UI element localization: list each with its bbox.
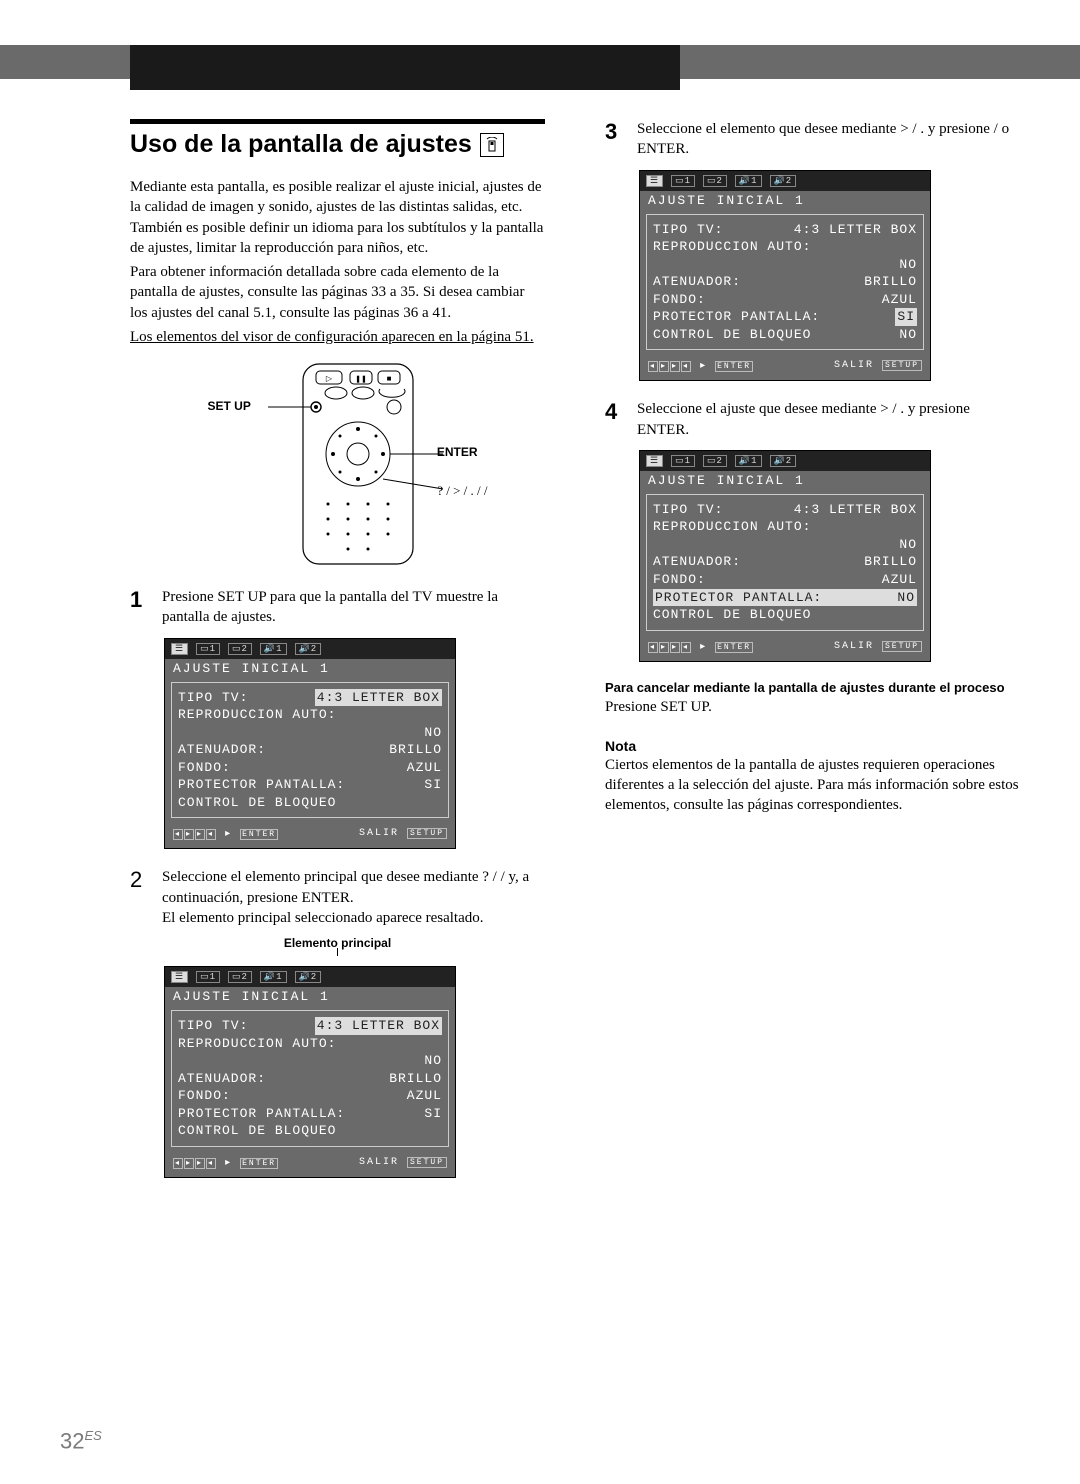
title-text: Uso de la pantalla de ajustes: [130, 130, 472, 159]
element-label: Elemento principal: [130, 936, 545, 950]
step-3: 3 Seleccione el elemento que desee media…: [605, 119, 1020, 160]
left-column: Uso de la pantalla de ajustes Mediante e…: [130, 119, 545, 1196]
top-black-box: [130, 45, 680, 90]
intro-p3: Los elementos del visor de configuración…: [130, 327, 545, 347]
step-3-text: Seleccione el elemento que desee mediant…: [637, 119, 1020, 160]
intro-p1: Mediante esta pantalla, es posible reali…: [130, 177, 545, 258]
nota-text: Ciertos elementos de la pantalla de ajus…: [605, 755, 1020, 816]
tab-4: 🔊: [299, 644, 311, 654]
svg-text:■: ■: [386, 374, 391, 383]
k-prot: PROTECTOR PANTALLA:: [178, 776, 345, 794]
step-2-num: 2: [130, 867, 148, 893]
k-fondo: FONDO:: [178, 759, 231, 777]
tab-2: ▭: [232, 644, 242, 654]
enter-label: ENTER: [437, 445, 478, 459]
osd-body: TIPO TV: 4:3 LETTER BOX REPRODUCCION AUTO…: [171, 682, 449, 819]
cancel-text: Presione SET UP.: [605, 697, 1020, 717]
osd-panel-3: ☰ ▭1 ▭2 🔊1 🔊2 AJUSTE INICIAL 1 TIPO TV:4…: [639, 170, 931, 382]
step-1-num: 1: [130, 587, 148, 613]
v-repro: NO: [424, 724, 442, 742]
main-title: Uso de la pantalla de ajustes: [130, 130, 545, 159]
tab-1: ▭: [200, 644, 210, 654]
svg-text:▷: ▷: [325, 374, 332, 383]
right-column: 3 Seleccione el elemento que desee media…: [605, 119, 1020, 1196]
osd-panel-2: ☰ ▭1 ▭2 🔊1 🔊2 AJUSTE INICIAL 1 TIPO TV:4…: [164, 966, 456, 1178]
page-number: 32ES: [60, 1428, 102, 1454]
cancel-heading: Para cancelar mediante la pantalla de aj…: [605, 680, 1020, 697]
step-3-num: 3: [605, 119, 623, 145]
v-fondo: AZUL: [407, 759, 442, 777]
tab-3: 🔊: [264, 644, 276, 654]
svg-text:❚❚: ❚❚: [355, 375, 367, 383]
step-4: 4 Seleccione el ajuste que desee mediant…: [605, 399, 1020, 440]
step-2-text: Seleccione el elemento principal que des…: [162, 867, 545, 928]
page-content: Uso de la pantalla de ajustes Mediante e…: [0, 79, 1080, 1226]
step-1-text: Presione SET UP para que la pantalla del…: [162, 587, 545, 628]
step-4-text: Seleccione el ajuste que desee mediante …: [637, 399, 1020, 440]
osd-panel-4: ☰ ▭1 ▭2 🔊1 🔊2 AJUSTE INICIAL 1 TIPO TV:4…: [639, 450, 931, 662]
v-aten: BRILLO: [389, 741, 442, 759]
remote-diagram: ▷ ❚❚ ■: [208, 359, 468, 569]
nota-heading: Nota: [605, 737, 1020, 755]
k-repro: REPRODUCCION AUTO:: [178, 706, 336, 724]
osd-title: AJUSTE INICIAL 1: [165, 659, 455, 682]
osd-footer: ◂▸▸◂ ▸ ENTER SALIR SETUP: [165, 818, 455, 848]
k-ctrl: CONTROL DE BLOQUEO: [178, 794, 336, 812]
step-2: 2 Seleccione el elemento principal que d…: [130, 867, 545, 928]
v-prot: SI: [424, 776, 442, 794]
intro-p2: Para obtener información detallada sobre…: [130, 262, 545, 323]
arrows-label: ? / > / . / /: [437, 483, 487, 499]
step-4-num: 4: [605, 399, 623, 425]
k-aten: ATENUADOR:: [178, 741, 266, 759]
tab-icon: ☰: [171, 643, 188, 655]
setup-screen-icon: [480, 133, 504, 157]
osd-tabs: ☰ ▭1 ▭2 🔊1 🔊2: [165, 639, 455, 659]
step-1: 1 Presione SET UP para que la pantalla d…: [130, 587, 545, 628]
title-rule: [130, 119, 545, 124]
k-tipo: TIPO TV:: [178, 689, 248, 707]
osd-panel-1: ☰ ▭1 ▭2 🔊1 🔊2 AJUSTE INICIAL 1 TIPO TV: 4…: [164, 638, 456, 850]
setup-label: SET UP: [208, 399, 251, 413]
v-tipo: 4:3 LETTER BOX: [315, 689, 442, 707]
